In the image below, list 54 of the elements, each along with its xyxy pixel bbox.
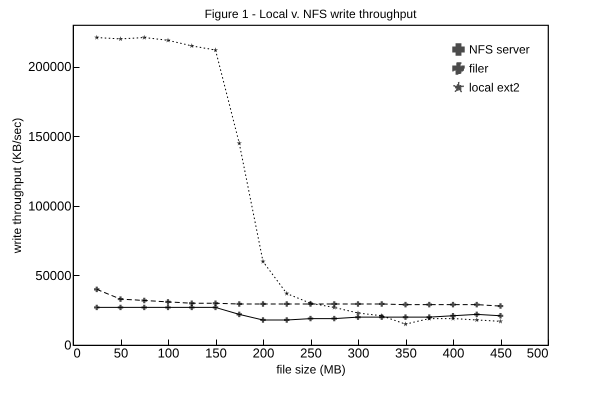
point <box>474 317 480 322</box>
point <box>212 47 218 52</box>
x-tick-label: 450 <box>490 346 512 360</box>
point <box>379 301 384 307</box>
point <box>212 300 218 306</box>
x-tick-label: 150 <box>205 346 227 360</box>
point <box>236 312 242 318</box>
x-tick-label: 100 <box>158 346 180 360</box>
point <box>260 258 266 264</box>
x-tick-label: 500 <box>526 346 548 360</box>
point <box>284 290 290 296</box>
point <box>236 301 242 307</box>
point <box>332 304 337 310</box>
point <box>142 298 147 304</box>
point <box>284 317 290 323</box>
y-tick-label: 50000 <box>35 268 72 283</box>
x-tick-label: 200 <box>252 346 274 360</box>
point <box>474 302 480 308</box>
point <box>332 301 337 307</box>
y-tick-label: 200000 <box>28 59 72 74</box>
point <box>498 318 504 324</box>
legend-label: NFS server <box>469 42 530 56</box>
point <box>402 321 408 326</box>
x-tick-label: 250 <box>300 346 322 360</box>
point <box>355 314 361 320</box>
point <box>118 36 124 42</box>
y-axis-title: write throughput (KB/sec) <box>10 118 24 254</box>
point <box>94 304 100 310</box>
point <box>189 300 194 306</box>
point <box>236 140 242 146</box>
y-tick-label: 150000 <box>28 128 72 144</box>
point <box>189 43 194 48</box>
x-tick-label: 50 <box>114 346 128 360</box>
point <box>426 302 432 308</box>
x-tick-label: 400 <box>442 346 464 360</box>
y-tick-label: 100000 <box>28 198 72 214</box>
point <box>165 38 171 43</box>
point <box>498 313 504 319</box>
point <box>332 316 337 322</box>
legend-label: local ext2 <box>469 80 520 94</box>
point <box>474 312 480 318</box>
x-tick-label: 350 <box>395 346 417 360</box>
point <box>142 34 147 40</box>
point <box>94 286 100 292</box>
point <box>450 316 456 321</box>
x-axis-title: file size (MB) <box>276 362 346 376</box>
x-tick-label: 300 <box>348 346 370 360</box>
chart-title: Figure 1 - Local v. NFS write throughput <box>204 7 418 21</box>
x-tick-label: 0 <box>74 346 81 360</box>
point <box>402 314 408 320</box>
point <box>284 301 290 307</box>
point <box>94 34 100 40</box>
point <box>142 304 147 310</box>
legend-label: filer <box>469 62 488 76</box>
